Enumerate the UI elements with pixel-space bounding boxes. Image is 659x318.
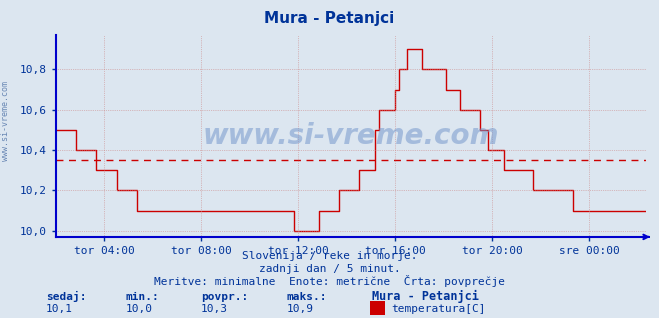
Text: www.si-vreme.com: www.si-vreme.com xyxy=(1,81,10,161)
Text: sedaj:: sedaj: xyxy=(46,291,86,302)
Text: zadnji dan / 5 minut.: zadnji dan / 5 minut. xyxy=(258,264,401,274)
Text: 10,0: 10,0 xyxy=(125,304,152,314)
Text: Meritve: minimalne  Enote: metrične  Črta: povprečje: Meritve: minimalne Enote: metrične Črta:… xyxy=(154,275,505,287)
Text: Mura - Petanjci: Mura - Petanjci xyxy=(264,11,395,26)
Text: temperatura[C]: temperatura[C] xyxy=(391,304,485,314)
Text: povpr.:: povpr.: xyxy=(201,292,248,302)
Text: Slovenija / reke in morje.: Slovenija / reke in morje. xyxy=(242,251,417,261)
Text: min.:: min.: xyxy=(125,292,159,302)
Text: www.si-vreme.com: www.si-vreme.com xyxy=(203,122,499,150)
Text: 10,9: 10,9 xyxy=(287,304,314,314)
Text: 10,3: 10,3 xyxy=(201,304,228,314)
Text: Mura - Petanjci: Mura - Petanjci xyxy=(372,290,479,303)
Text: 10,1: 10,1 xyxy=(46,304,73,314)
Text: maks.:: maks.: xyxy=(287,292,327,302)
